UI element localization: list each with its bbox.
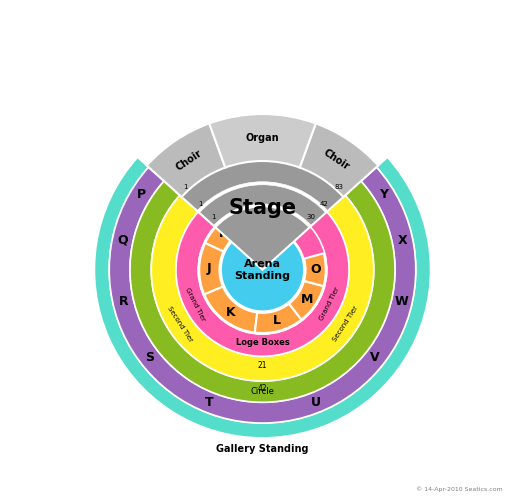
Wedge shape: [199, 243, 224, 294]
Text: Organ: Organ: [246, 132, 279, 142]
Text: H: H: [219, 226, 229, 239]
Text: Q: Q: [118, 234, 128, 246]
Text: Y: Y: [379, 188, 388, 200]
Text: L: L: [272, 314, 281, 328]
Text: Choir: Choir: [321, 148, 351, 172]
Text: V: V: [370, 352, 380, 364]
Wedge shape: [176, 204, 349, 356]
Wedge shape: [255, 304, 301, 333]
Text: G: G: [245, 212, 256, 224]
Text: Gallery Standing: Gallery Standing: [216, 444, 309, 454]
Text: 21: 21: [258, 360, 267, 370]
Wedge shape: [130, 178, 395, 402]
Text: K: K: [226, 306, 235, 318]
Text: Grand Tier: Grand Tier: [184, 286, 206, 322]
Wedge shape: [198, 220, 327, 334]
Text: S: S: [145, 352, 154, 364]
Wedge shape: [204, 286, 257, 333]
Text: J: J: [207, 262, 212, 276]
Text: Second Tier: Second Tier: [166, 305, 193, 343]
Text: Arena
Standing: Arena Standing: [235, 258, 290, 281]
Text: Loge Boxes: Loge Boxes: [236, 338, 289, 347]
Wedge shape: [178, 157, 346, 196]
Text: T: T: [205, 396, 213, 409]
Text: 1: 1: [198, 200, 203, 206]
Text: M: M: [301, 292, 313, 306]
Text: Stage: Stage: [228, 198, 297, 218]
Circle shape: [220, 228, 304, 312]
Text: Grand Tier: Grand Tier: [319, 286, 341, 322]
Text: U: U: [311, 396, 321, 409]
Wedge shape: [300, 124, 378, 197]
Wedge shape: [151, 188, 374, 381]
Text: R: R: [119, 296, 128, 308]
Text: 1: 1: [183, 184, 188, 190]
Wedge shape: [205, 214, 243, 252]
Wedge shape: [289, 281, 323, 320]
Text: Circle: Circle: [250, 387, 275, 396]
Wedge shape: [94, 158, 430, 438]
Text: W: W: [395, 296, 408, 308]
Text: O: O: [310, 264, 321, 276]
Wedge shape: [176, 154, 349, 270]
Text: Second Tier: Second Tier: [332, 305, 359, 343]
Text: 42: 42: [258, 384, 267, 393]
Wedge shape: [304, 254, 326, 286]
Wedge shape: [197, 182, 328, 213]
Wedge shape: [233, 206, 265, 232]
Text: Choir: Choir: [174, 148, 204, 172]
Text: 30: 30: [307, 214, 316, 220]
Text: 42: 42: [320, 200, 329, 206]
Wedge shape: [209, 114, 316, 168]
Text: 1: 1: [212, 214, 216, 220]
Text: 83: 83: [335, 184, 344, 190]
Text: P: P: [136, 188, 146, 200]
Wedge shape: [147, 124, 225, 197]
Wedge shape: [214, 204, 311, 228]
Wedge shape: [109, 167, 416, 423]
Text: © 14-Apr-2010 Seatics.com: © 14-Apr-2010 Seatics.com: [416, 486, 502, 492]
Text: X: X: [397, 234, 407, 246]
